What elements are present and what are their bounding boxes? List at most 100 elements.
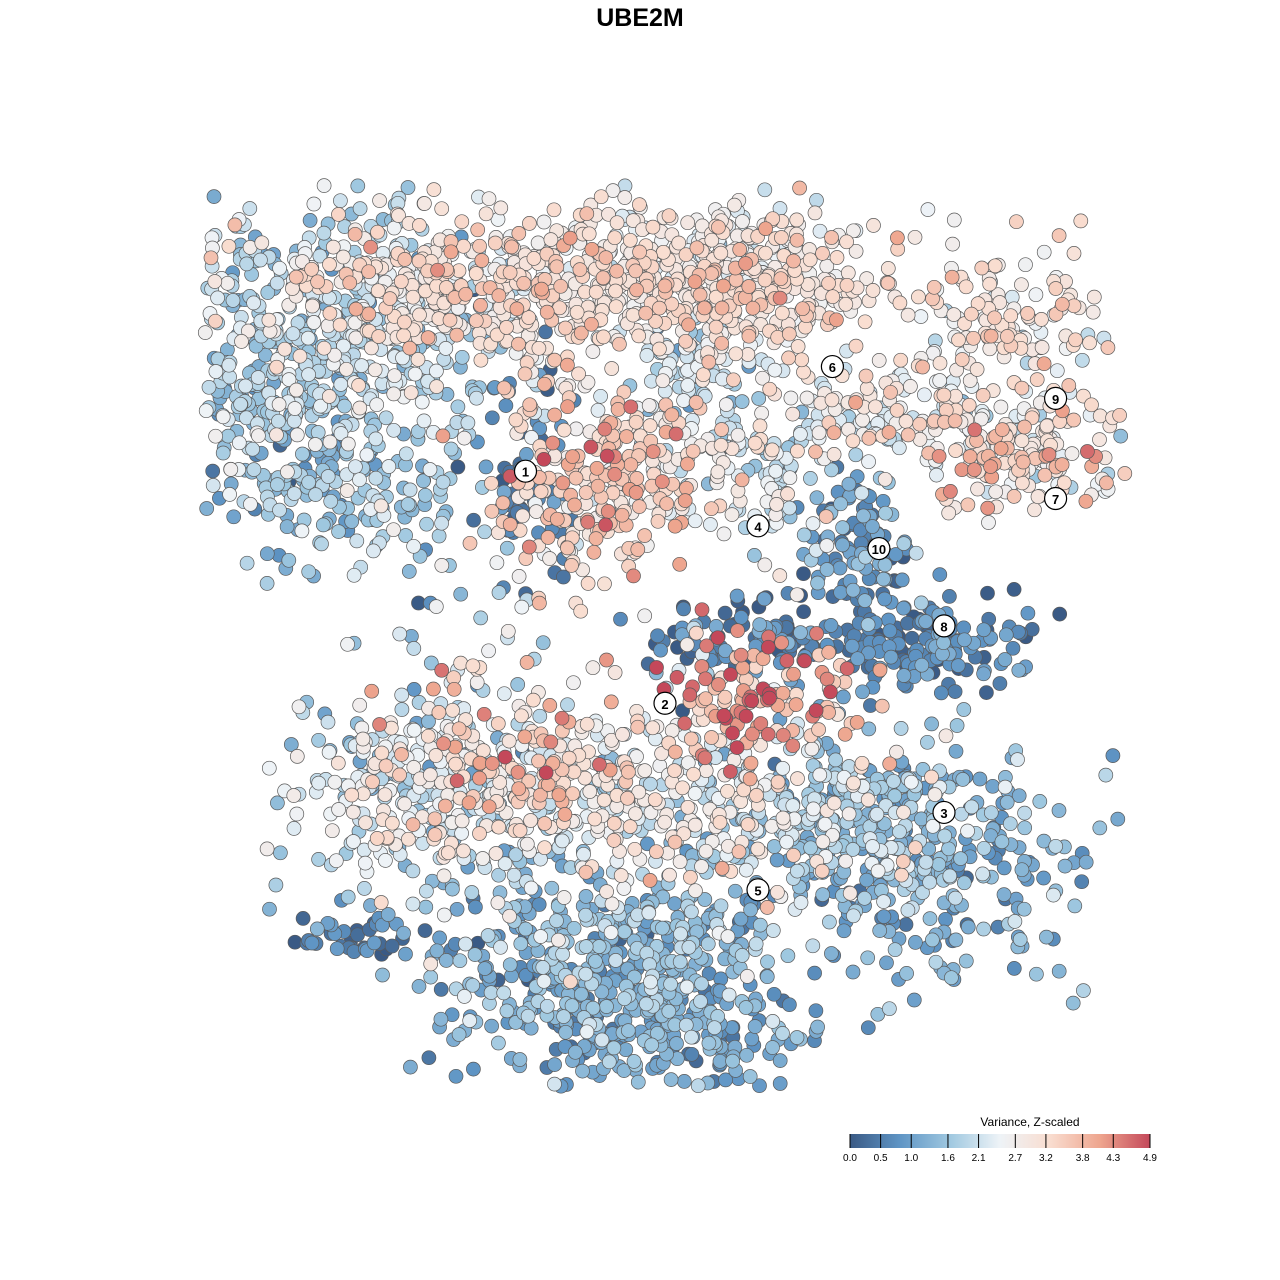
data-point [907, 229, 923, 245]
data-point [309, 921, 325, 937]
data-point [584, 241, 600, 257]
data-point [788, 697, 804, 712]
data-point [790, 339, 806, 354]
data-point [289, 427, 305, 443]
data-point [808, 703, 824, 718]
data-point [368, 470, 384, 486]
data-point [1098, 767, 1114, 783]
data-point [793, 426, 808, 442]
data-point [289, 749, 305, 764]
data-point [707, 1020, 722, 1036]
data-point [1064, 446, 1080, 461]
data-point [894, 572, 910, 588]
data-point [233, 396, 248, 412]
data-point [442, 312, 458, 328]
data-point [641, 398, 657, 413]
data-point [714, 300, 730, 316]
data-point [743, 902, 758, 918]
data-point [964, 799, 980, 815]
data-point [596, 792, 612, 808]
data-point [580, 576, 596, 591]
data-point [688, 395, 704, 410]
data-point [584, 316, 599, 332]
data-point [536, 214, 552, 230]
data-point [461, 795, 477, 811]
data-point [889, 402, 905, 418]
data-point [760, 639, 776, 655]
data-point [285, 326, 301, 342]
data-point [696, 367, 711, 383]
data-point [732, 242, 748, 257]
data-point [944, 269, 960, 285]
data-point [782, 997, 797, 1013]
data-point [310, 425, 326, 440]
data-point [669, 1036, 684, 1051]
data-point [451, 1027, 467, 1042]
data-point [496, 985, 512, 1001]
data-point [502, 957, 518, 973]
data-point [1010, 752, 1025, 767]
data-point [1092, 432, 1107, 447]
data-point [401, 564, 417, 579]
data-point [198, 403, 214, 419]
data-point [948, 743, 964, 759]
data-point [690, 1078, 706, 1094]
data-point [481, 191, 497, 207]
data-point [496, 380, 512, 396]
data-point [329, 941, 345, 957]
data-point [205, 463, 221, 479]
data-point [850, 651, 865, 667]
data-point [876, 571, 891, 587]
data-point [414, 394, 430, 410]
data-point [454, 214, 470, 230]
data-point [386, 386, 402, 402]
data-point [322, 305, 338, 321]
data-point [785, 738, 801, 754]
data-point [417, 487, 433, 503]
data-point [456, 430, 472, 446]
data-point [373, 895, 389, 910]
data-point [533, 929, 549, 944]
data-point [306, 196, 322, 212]
data-point [835, 520, 850, 535]
data-point [724, 507, 740, 522]
data-point [428, 748, 444, 763]
data-point [508, 412, 524, 428]
data-point [358, 815, 373, 831]
data-point [449, 901, 465, 917]
data-point [203, 250, 219, 266]
data-point [259, 546, 275, 562]
data-point [806, 801, 821, 817]
data-point [420, 330, 436, 345]
data-point [1034, 340, 1050, 355]
data-point [789, 587, 805, 603]
cluster-label: 5 [746, 878, 770, 902]
data-point [286, 788, 302, 803]
data-point [982, 276, 998, 292]
data-point [433, 982, 449, 997]
data-point [352, 400, 368, 416]
data-point [251, 428, 266, 444]
data-point [883, 384, 898, 400]
data-point [946, 212, 962, 228]
data-point [1051, 803, 1067, 818]
data-point [499, 320, 514, 335]
data-point [608, 299, 624, 315]
data-point [468, 899, 483, 915]
data-point [659, 496, 675, 512]
data-point [225, 293, 241, 308]
data-point [721, 987, 737, 1003]
data-point [532, 595, 547, 611]
data-point [551, 787, 567, 803]
data-point [226, 509, 242, 525]
data-point [837, 726, 853, 742]
data-point [481, 799, 497, 815]
data-point [398, 946, 413, 962]
data-point [623, 457, 639, 473]
data-point [742, 771, 758, 787]
data-point [866, 218, 881, 233]
data-point [687, 786, 703, 801]
data-point [829, 312, 844, 328]
data-point [208, 313, 223, 329]
data-point [956, 875, 972, 891]
